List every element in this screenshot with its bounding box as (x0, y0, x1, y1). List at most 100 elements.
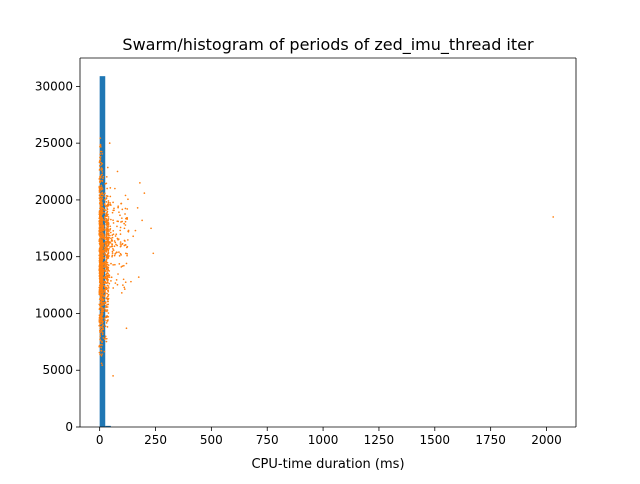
swarm-point-1011 (101, 256, 104, 259)
swarm-point-1146 (109, 202, 111, 204)
swarm-point-566 (99, 344, 101, 347)
swarm-point-690 (101, 171, 104, 173)
swarm-point-1315 (139, 182, 141, 184)
swarm-point-1049 (104, 275, 107, 278)
swarm-point-210 (98, 324, 101, 327)
swarm-point-739 (104, 319, 106, 321)
swarm-point-1007 (102, 229, 104, 232)
swarm-point-1240 (105, 231, 108, 233)
swarm-point-975 (101, 188, 104, 190)
swarm-point-1306 (123, 244, 126, 247)
swarm-point-393 (100, 174, 103, 176)
swarm-point-1269 (105, 236, 108, 239)
swarm-point-1183 (107, 272, 109, 275)
swarm-point-691 (100, 164, 103, 166)
swarm-point-430 (100, 330, 103, 332)
swarm-point-940 (103, 250, 106, 253)
swarm-point-1185 (121, 220, 123, 223)
swarm-point-285 (99, 338, 101, 341)
swarm-point-1159 (119, 214, 121, 217)
swarm-point-1043 (101, 290, 103, 293)
swarm-point-888 (102, 324, 105, 326)
swarm-point-661 (99, 218, 102, 221)
swarm-point-1309 (112, 249, 115, 252)
swarm-point-951 (104, 228, 106, 231)
swarm-point-1322 (123, 286, 126, 289)
swarm-point-918 (102, 292, 104, 295)
y-tick-label-3: 15000 (35, 250, 73, 264)
swarm-point-1252 (106, 240, 108, 243)
swarm-point-1029 (101, 263, 104, 266)
y-tick-label-2: 10000 (35, 306, 73, 320)
swarm-point-968 (106, 284, 109, 287)
swarm-point-1250 (111, 245, 114, 248)
swarm-point-892 (106, 310, 108, 313)
swarm-point-621 (99, 334, 102, 336)
swarm-point-667 (98, 261, 101, 264)
swarm-point-685 (98, 189, 101, 191)
swarm-point-1074 (124, 207, 127, 210)
swarm-point-1149 (109, 231, 112, 234)
swarm-point-1239 (115, 233, 118, 236)
swarm-point-1211 (105, 229, 108, 231)
swarm-point-1301 (111, 255, 113, 258)
x-tick-label-3: 750 (256, 433, 279, 447)
swarm-point-669 (99, 285, 102, 288)
histogram-bar-1 (105, 425, 111, 427)
swarm-point-1267 (124, 244, 127, 246)
swarm-point-1184 (106, 277, 109, 280)
swarm-point-1220 (107, 218, 109, 220)
swarm-point-1246 (105, 238, 108, 241)
swarm-point-492 (100, 186, 102, 189)
chart-title: Swarm/histogram of periods of zed_imu_th… (122, 35, 534, 55)
swarm-point-952 (102, 328, 105, 330)
swarm-point-1143 (105, 223, 108, 226)
swarm-point-932 (102, 249, 104, 252)
swarm-point-1118 (109, 187, 112, 189)
swarm-point-1001 (105, 273, 107, 276)
swarm-point-1141 (112, 209, 115, 212)
swarm-point-914 (104, 269, 107, 272)
swarm-point-1236 (105, 258, 108, 261)
swarm-point-904 (101, 285, 104, 288)
swarm-point-946 (103, 248, 106, 251)
swarm-point-777 (102, 268, 105, 271)
swarm-point-1249 (105, 204, 108, 207)
swarm-point-619 (98, 190, 101, 193)
swarm-point-622 (99, 212, 101, 214)
swarm-point-640 (99, 244, 102, 247)
swarm-point-1281 (121, 242, 124, 245)
swarm-point-599 (99, 335, 102, 338)
swarm-point-1273 (107, 223, 110, 226)
swarm-point-1261 (106, 210, 109, 213)
swarm-point-1180 (118, 251, 120, 254)
swarm-point-1110 (127, 239, 129, 241)
swarm-point-1212 (117, 273, 119, 275)
swarm-point-682 (100, 262, 102, 265)
x-tick-label-5: 1250 (364, 433, 395, 447)
swarm-point-523 (98, 186, 101, 189)
swarm-point-935 (103, 303, 105, 305)
swarm-point-890 (101, 298, 104, 300)
swarm-point-986 (105, 282, 108, 285)
swarm-point-799 (105, 209, 107, 212)
swarm-point-665 (101, 211, 103, 214)
swarm-point-484 (100, 161, 102, 164)
swarm-point-641 (99, 266, 101, 269)
swarm-point-589 (98, 242, 101, 245)
swarm-point-1163 (111, 234, 114, 236)
swarm-point-964 (103, 289, 106, 292)
swarm-point-1102 (108, 276, 111, 278)
swarm-point-1092 (113, 245, 116, 248)
swarm-point-1033 (101, 303, 104, 305)
swarm-point-1256 (107, 300, 109, 303)
swarm-point-1119 (106, 275, 109, 278)
swarm-point-957 (105, 322, 108, 324)
swarm-point-1038 (102, 242, 105, 245)
swarm-point-757 (101, 209, 104, 212)
swarm-point-1032 (103, 286, 106, 288)
swarm-point-1162 (124, 213, 126, 215)
swarm-point-1093 (114, 263, 116, 266)
swarm-point-1061 (113, 207, 115, 210)
swarm-point-1010 (102, 320, 104, 323)
